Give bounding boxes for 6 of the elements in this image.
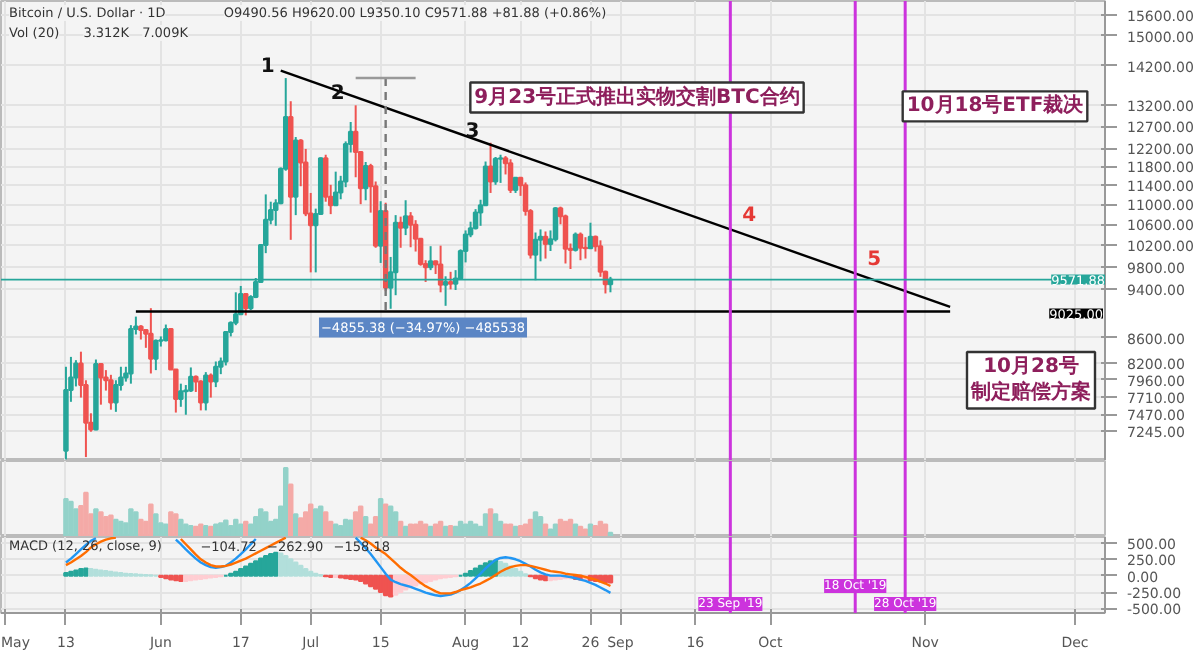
annotation: 9月23号正式推出实物交割BTC合约 (474, 84, 800, 109)
annotation: 10月28号制定赔偿方案 (969, 354, 1091, 405)
annotation: 1 (260, 56, 275, 79)
annotation: 4 (742, 205, 757, 228)
annotation: 5 (867, 249, 882, 272)
annotation: 10月18号ETF裁决 (906, 93, 1086, 118)
